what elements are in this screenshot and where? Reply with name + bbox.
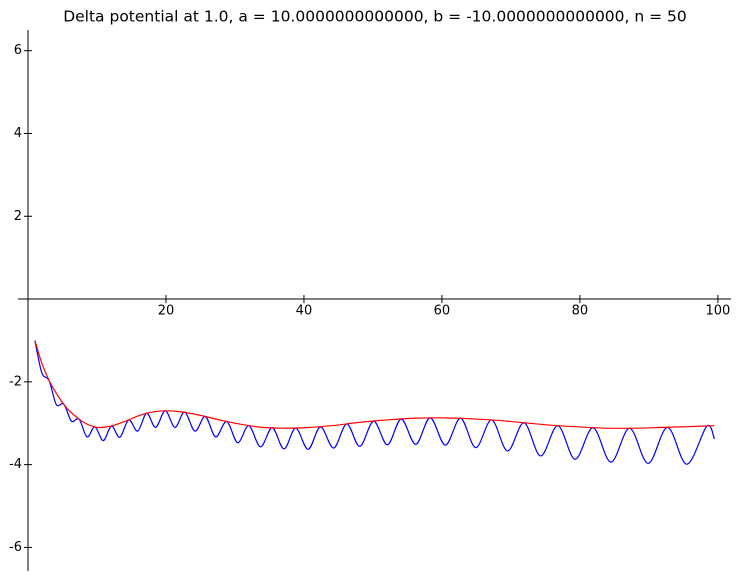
x-tick-label: 20 [158, 304, 175, 319]
x-tick-label: 40 [296, 304, 313, 319]
x-tick-label: 100 [705, 304, 730, 319]
y-tick-label: -4 [9, 457, 22, 472]
y-tick-label: -6 [9, 540, 22, 555]
y-tick-label: -2 [9, 374, 22, 389]
x-tick-label: 60 [434, 304, 451, 319]
data-line [34, 340, 715, 465]
chart-title: Delta potential at 1.0, a = 10.000000000… [63, 8, 687, 26]
y-tick-label: 2 [14, 209, 22, 224]
x-tick-label: 80 [572, 304, 589, 319]
y-tick-label: 4 [14, 126, 22, 141]
y-tick-label: 6 [14, 43, 22, 58]
data-line [34, 340, 715, 429]
